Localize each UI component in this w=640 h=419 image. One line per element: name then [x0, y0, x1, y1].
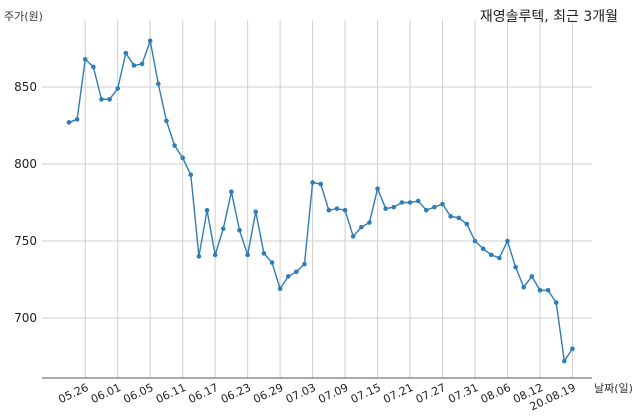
data-point — [537, 287, 543, 293]
data-point — [310, 180, 315, 185]
data-point — [407, 200, 413, 205]
data-point — [529, 274, 535, 279]
data-point — [156, 81, 161, 87]
data-point — [237, 227, 242, 233]
x-tick-label: 07.31 — [446, 381, 480, 406]
y-axis-ticks: 700 750 800 850 — [14, 80, 37, 325]
data-point — [488, 252, 494, 258]
x-tick-label: 07.09 — [316, 381, 350, 406]
x-axis-label: 날짜(일) — [594, 382, 633, 395]
data-point — [294, 269, 299, 275]
data-point — [212, 252, 218, 258]
data-point — [253, 209, 259, 215]
data-point — [269, 260, 275, 265]
data-point — [513, 264, 518, 270]
data-point — [423, 207, 429, 213]
x-tick-label: 06.29 — [251, 381, 285, 406]
y-tick-label: 800 — [14, 157, 37, 171]
data-point — [383, 206, 388, 211]
data-point — [545, 287, 551, 293]
data-point — [285, 274, 291, 279]
data-point — [115, 86, 121, 91]
x-tick-label: 06.17 — [186, 381, 220, 406]
price-points — [66, 38, 575, 364]
data-point — [66, 120, 72, 125]
x-tick-label: 07.27 — [414, 381, 448, 406]
data-point — [131, 63, 137, 68]
data-point — [553, 300, 559, 305]
data-point — [261, 251, 267, 256]
x-tick-label: 06.11 — [154, 381, 188, 406]
data-point — [99, 97, 104, 102]
y-tick-label: 700 — [14, 311, 37, 325]
data-point — [570, 346, 575, 352]
x-tick-label: 06.01 — [89, 381, 123, 406]
data-point — [342, 207, 348, 213]
data-point — [367, 220, 372, 225]
chart-title: 재영솔루텍, 최근 3개월 — [479, 9, 618, 25]
data-point — [334, 206, 340, 211]
x-tick-label: 06.23 — [219, 381, 253, 406]
y-tick-label: 750 — [14, 234, 37, 248]
grid-lines — [42, 20, 592, 378]
data-point — [188, 172, 194, 178]
data-point — [164, 118, 169, 124]
data-point — [196, 254, 202, 259]
data-point — [229, 189, 234, 195]
data-point — [480, 246, 486, 251]
data-point — [497, 255, 502, 261]
x-tick-label: 07.15 — [349, 381, 383, 406]
data-point — [220, 226, 226, 231]
data-point — [172, 143, 177, 148]
data-point — [326, 207, 332, 213]
data-point — [440, 201, 445, 207]
x-tick-label: 07.21 — [381, 381, 415, 406]
data-point — [432, 204, 437, 210]
data-point — [82, 56, 88, 62]
data-point — [505, 238, 510, 244]
data-point — [74, 117, 80, 122]
data-point — [180, 155, 185, 161]
data-point — [123, 50, 129, 56]
x-tick-label: 08.06 — [479, 381, 513, 406]
data-point — [350, 234, 356, 239]
data-point — [245, 252, 250, 258]
price-line — [68, 38, 574, 364]
data-point — [318, 181, 324, 187]
data-point — [472, 238, 478, 244]
data-point — [139, 61, 145, 67]
y-tick-label: 850 — [14, 80, 37, 94]
data-point — [107, 97, 112, 102]
data-point — [277, 286, 283, 292]
x-tick-label: 05.26 — [56, 381, 90, 406]
data-point — [375, 186, 380, 191]
data-point — [91, 64, 96, 70]
data-point — [562, 358, 567, 364]
data-point — [415, 198, 421, 204]
data-point — [456, 215, 462, 221]
data-point — [521, 284, 527, 290]
data-point — [391, 204, 397, 210]
data-point — [302, 261, 307, 267]
data-point — [448, 214, 453, 219]
y-axis-label: 주가(원) — [4, 10, 43, 23]
data-point — [399, 200, 405, 205]
x-tick-label: 07.03 — [284, 381, 318, 406]
data-point — [147, 38, 153, 44]
data-point — [359, 224, 364, 230]
x-axis-ticks: 05.2606.0106.0506.1106.1706.2306.2907.03… — [56, 381, 577, 413]
data-point — [464, 221, 470, 227]
data-point — [204, 207, 210, 213]
x-tick-label: 06.05 — [121, 381, 155, 406]
